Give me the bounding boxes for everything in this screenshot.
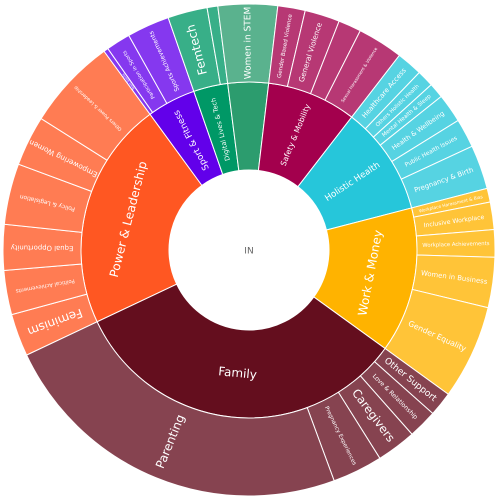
inner-ring: [80, 81, 418, 419]
center-label: IN: [244, 247, 253, 257]
subsegment-parenting[interactable]: [25, 321, 335, 497]
subsegment-women-in-stem[interactable]: [217, 3, 279, 84]
outer-ring: [2, 3, 496, 497]
